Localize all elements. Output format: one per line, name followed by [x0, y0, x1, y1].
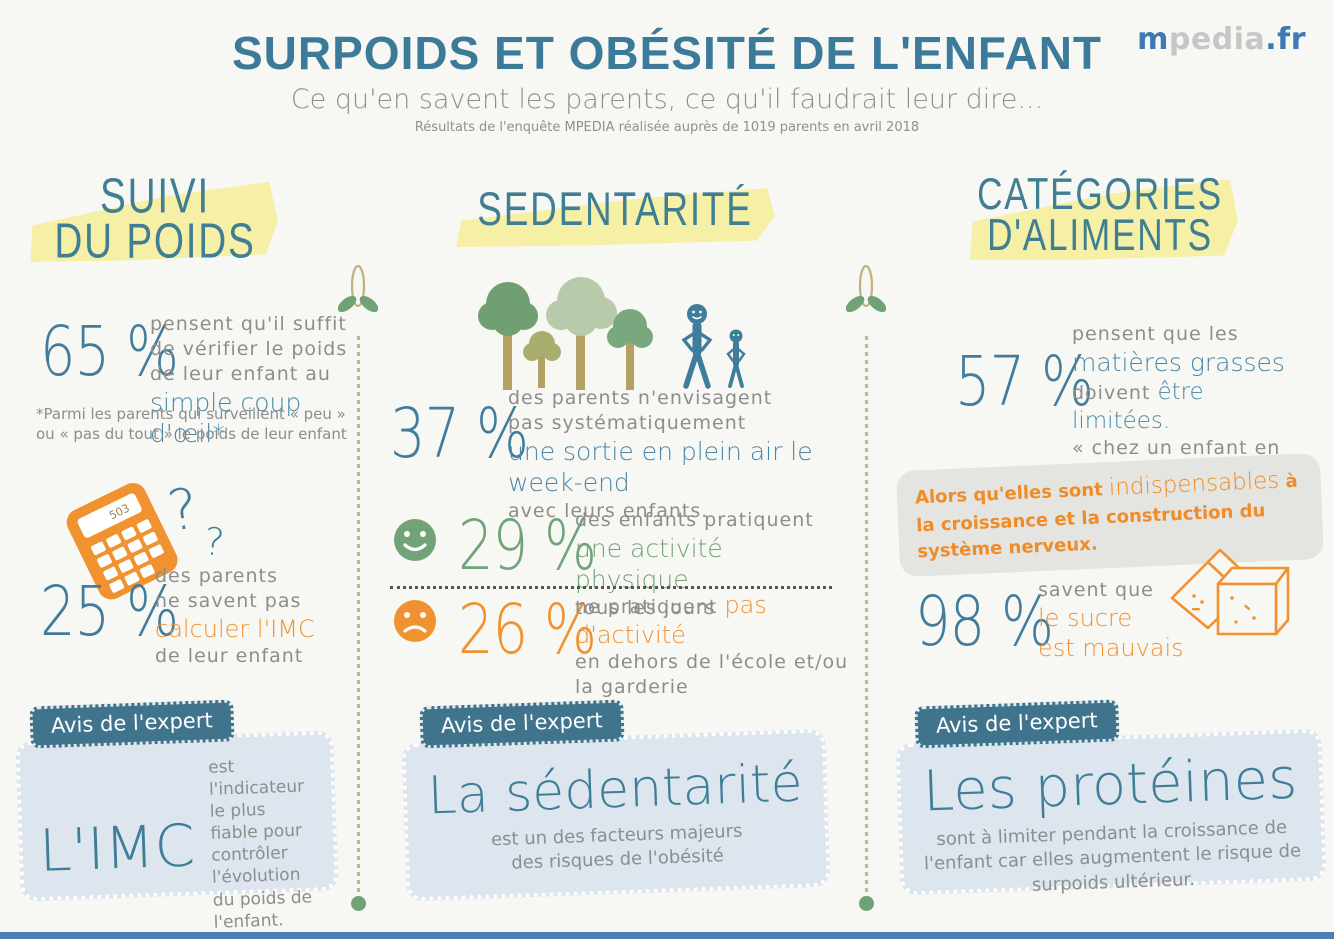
footnote: *Parmi les parents qui surveillent « peu…: [36, 404, 366, 445]
dotted-separator: [390, 586, 832, 589]
text-line: doivent être limitées.: [1072, 379, 1204, 435]
stat-outing-value: 37 %: [390, 393, 529, 474]
section-title-line: SEDENTARITÉ: [477, 182, 753, 236]
calculator-icon: 503: [62, 478, 184, 607]
text-line: la garderie: [575, 676, 689, 699]
page-title: SURPOIDS ET OBÉSITÉ DE L'ENFANT: [231, 27, 1103, 79]
text-line: de leur enfant au: [150, 363, 331, 386]
logo-fr: .fr: [1265, 22, 1306, 57]
section-title-weight: SUIVI DU POIDS: [20, 168, 290, 266]
expert-title: La sédentarité: [426, 753, 804, 827]
stat-sugar-text: savent que le sucre est mauvais: [1038, 578, 1198, 663]
text-line: ou « pas du tout » le poids de leur enfa…: [36, 425, 347, 444]
bottom-bar: [0, 932, 1334, 939]
text-line: des enfants pratiquent: [575, 509, 814, 531]
text-line-accent: simple coup d'œil*: [150, 388, 302, 449]
text-line-accent: est mauvais: [1038, 634, 1184, 663]
text-line: tous les jours: [575, 596, 716, 619]
stat-imc-text: des parents ne savent pas calculer l'IMC…: [155, 564, 355, 669]
stat-sugar-value: 98 %: [915, 581, 1054, 662]
stat-fat-value: 57 %: [955, 341, 1094, 422]
text-line-accent: le sucre: [1038, 604, 1133, 633]
text-line: des parents: [155, 565, 278, 587]
text-line: *Parmi les parents qui surveillent « peu…: [36, 405, 346, 423]
logo-m: m: [1137, 22, 1169, 57]
text-line: « chez un enfant en: [1072, 436, 1281, 459]
section-title-line: D'ALIMENTS: [987, 210, 1213, 260]
text-line: savent que: [1038, 579, 1154, 601]
expert-box-sedentary: La sédentarité est un des facteurs majeu…: [401, 728, 831, 902]
text-line: avec leurs enfants.: [508, 499, 709, 522]
mpedia-logo: mpedia.fr: [1137, 22, 1306, 57]
banner-text-bold: Alors qu'elles sont: [914, 479, 1110, 509]
text-line: pas systématiquement: [508, 412, 747, 435]
section-title-line: DU POIDS: [54, 213, 256, 269]
divider-end-dot-right: [859, 896, 874, 911]
text-line-accent: une activité physique: [575, 534, 723, 595]
text-line: ne savent pas: [155, 590, 302, 613]
logo-pedia: pedia: [1168, 22, 1266, 57]
text-line: pensent que les: [1072, 323, 1239, 345]
expert-title: L'IMC: [37, 811, 197, 886]
stat-glance-text: pensent qu'il suffit de vérifier le poid…: [150, 312, 360, 450]
expert-box-food: Les protéines sont à limiter pendant la …: [895, 728, 1327, 895]
section-title-food: CATÉGORIES D'ALIMENTS: [955, 169, 1245, 258]
expert-text: sont à limiter pendant la croissance de …: [923, 816, 1302, 896]
expert-badge-sedentary: Avis de l'expert: [419, 699, 625, 749]
text-line: en dehors de l'école et/ou: [575, 651, 849, 674]
expert-text: est un des facteurs majeurs des risques …: [490, 820, 743, 874]
expert-box-weight: L'IMC est l'indicateur le plus fiable po…: [15, 730, 339, 932]
text-line: pensent qu'il suffit: [150, 313, 347, 335]
sad-face-icon: [394, 600, 436, 642]
text-line-accent: calculer l'IMC: [155, 615, 315, 644]
stat-active-value: 29 %: [458, 505, 597, 586]
stat-inactive-value: 26 %: [458, 589, 597, 670]
text-line: des parents n'envisagent: [508, 387, 773, 409]
banner-text-light: indispensables: [1108, 467, 1280, 502]
sugar-cubes-icon: [1170, 548, 1290, 636]
text-line-accent: matières grasses: [1072, 348, 1285, 378]
stat-active-text: des enfants pratiquent une activité phys…: [575, 508, 835, 621]
trees-icon: [478, 277, 653, 390]
happy-face-icon: [394, 519, 436, 561]
dotted-divider-right: [865, 336, 868, 896]
text-line: de vérifier le poids: [150, 338, 348, 361]
dotted-divider-left: [357, 336, 360, 896]
parent-child-icon: [681, 304, 746, 389]
divider-end-dot-left: [351, 896, 366, 911]
expert-text: est l'indicateur le plus fiable pour con…: [207, 756, 313, 933]
expert-badge-food: Avis de l'expert: [914, 699, 1120, 749]
source-note: Résultats de l'enquête MPEDIA réalisée a…: [414, 120, 920, 135]
stat-imc-value: 25 %: [40, 571, 179, 652]
text-line-accent: une sortie en plein air le week-end: [508, 437, 813, 498]
question-mark-icon: ?: [201, 519, 227, 565]
sprout-icon: [338, 264, 378, 313]
stat-glance-value: 65 %: [40, 311, 179, 392]
stat-inactive-text: ne pratiquent pas d'activité en dehors d…: [575, 590, 865, 700]
stat-outing-text: des parents n'envisagent pas systématiqu…: [508, 386, 848, 524]
section-title-line: SUIVI: [100, 168, 210, 224]
expert-title: Les protéines: [921, 746, 1299, 825]
section-title-line: CATÉGORIES: [977, 169, 1223, 220]
page-subtitle: Ce qu'en savent les parents, ce qu'il fa…: [290, 84, 1044, 115]
text-line: de leur enfant: [155, 645, 304, 668]
question-mark-icon: ?: [163, 476, 203, 545]
sprout-icon: [846, 264, 886, 313]
text-line: ne pratiquent pas d'activité: [575, 591, 767, 650]
section-title-sedentary: SEDENTARITÉ: [430, 185, 800, 233]
expert-badge-weight: Avis de l'expert: [29, 699, 235, 749]
